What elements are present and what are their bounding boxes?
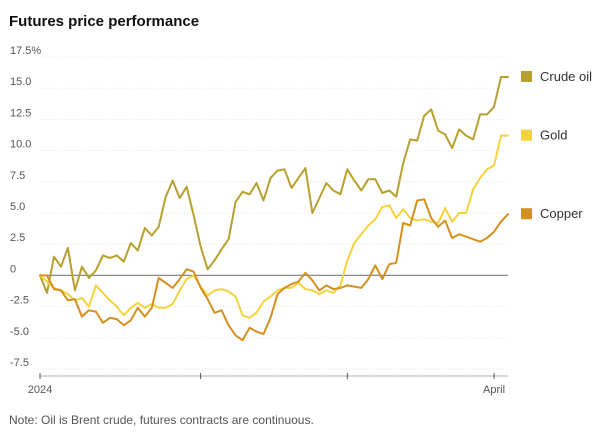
copper-line [39,198,509,342]
chart-note: Note: Oil is Brent crude, futures contra… [9,413,314,427]
chart-title: Futures price performance [9,13,200,30]
x-tick-label: April [483,384,505,396]
y-tick-label: 0 [10,263,16,275]
gold-line [39,134,509,319]
y-tick-label: -7.5 [10,357,29,369]
crude-oil-line [39,76,509,294]
x-tick-label: 2024 [28,384,52,396]
legend-crude-oil-label: Crude oil [540,69,592,84]
legend-copper-swatch [521,208,532,220]
y-tick-label: 10.0 [10,139,31,151]
y-tick-label: 17.5% [10,45,41,57]
legend-gold-swatch [521,129,532,141]
legend-gold-label: Gold [540,128,567,143]
legend-crude-oil-swatch [521,70,532,82]
y-tick-label: 7.5 [10,170,25,182]
y-tick-label: -2.5 [10,295,29,307]
y-tick-label: 15.0 [10,76,31,88]
y-tick-label: 2.5 [10,232,25,244]
y-tick-label: 5.0 [10,201,25,213]
legend-copper-label: Copper [540,206,583,221]
y-tick-label: -5.0 [10,326,29,338]
y-tick-label: 12.5 [10,107,31,119]
